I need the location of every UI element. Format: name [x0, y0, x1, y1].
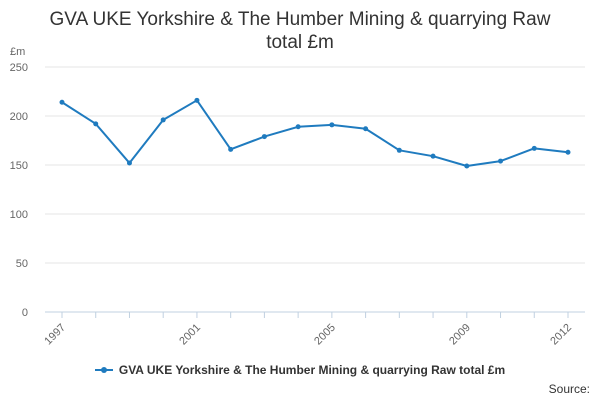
- source-label: Source:: [548, 382, 590, 396]
- gridlines: [45, 66, 585, 313]
- y-axis-unit-label: £m: [10, 46, 25, 58]
- data-point-2005[interactable]: [329, 122, 335, 128]
- data-point-1999[interactable]: [126, 160, 132, 166]
- y-tick-label-0: 0: [22, 307, 28, 319]
- x-tick-label-2001: 2001: [177, 322, 203, 348]
- y-tick-label-250: 250: [10, 62, 28, 74]
- x-axis-ticks: 1997 2001 2005 2009 2012: [42, 312, 574, 347]
- data-point-2008[interactable]: [430, 153, 436, 159]
- data-point-1998[interactable]: [93, 121, 99, 127]
- series-group: [59, 97, 571, 169]
- data-point-2011[interactable]: [531, 145, 537, 151]
- x-tick-label-2005: 2005: [312, 322, 338, 348]
- data-point-2003[interactable]: [261, 134, 267, 140]
- y-tick-label-200: 200: [10, 111, 28, 123]
- data-point-2009[interactable]: [464, 163, 470, 169]
- data-point-2004[interactable]: [295, 124, 301, 130]
- data-point-1997[interactable]: [59, 99, 65, 105]
- x-tick-label-2009: 2009: [447, 322, 473, 348]
- data-point-2007[interactable]: [396, 147, 402, 153]
- y-axis-ticks: 0 50 100 150 200 250: [10, 62, 28, 319]
- legend-dot-marker: [100, 367, 107, 373]
- chart-title: GVA UKE Yorkshire & The Humber Mining & …: [49, 9, 551, 53]
- legend-label: GVA UKE Yorkshire & The Humber Mining & …: [118, 363, 506, 377]
- x-tick-label-2012: 2012: [548, 322, 574, 348]
- data-point-2000[interactable]: [160, 117, 166, 123]
- data-point-2012[interactable]: [565, 149, 571, 155]
- data-point-2001[interactable]: [194, 97, 200, 103]
- legend[interactable]: GVA UKE Yorkshire & The Humber Mining & …: [0, 363, 600, 377]
- data-point-2010[interactable]: [498, 158, 504, 164]
- data-point-2002[interactable]: [228, 146, 234, 152]
- y-tick-label-100: 100: [10, 209, 28, 221]
- x-tick-label-1997: 1997: [42, 322, 68, 348]
- y-tick-label-150: 150: [10, 160, 28, 172]
- series-line-0[interactable]: [61, 99, 569, 167]
- data-point-2006[interactable]: [363, 126, 369, 132]
- y-tick-label-50: 50: [16, 258, 28, 270]
- legend-swatch: [94, 365, 113, 375]
